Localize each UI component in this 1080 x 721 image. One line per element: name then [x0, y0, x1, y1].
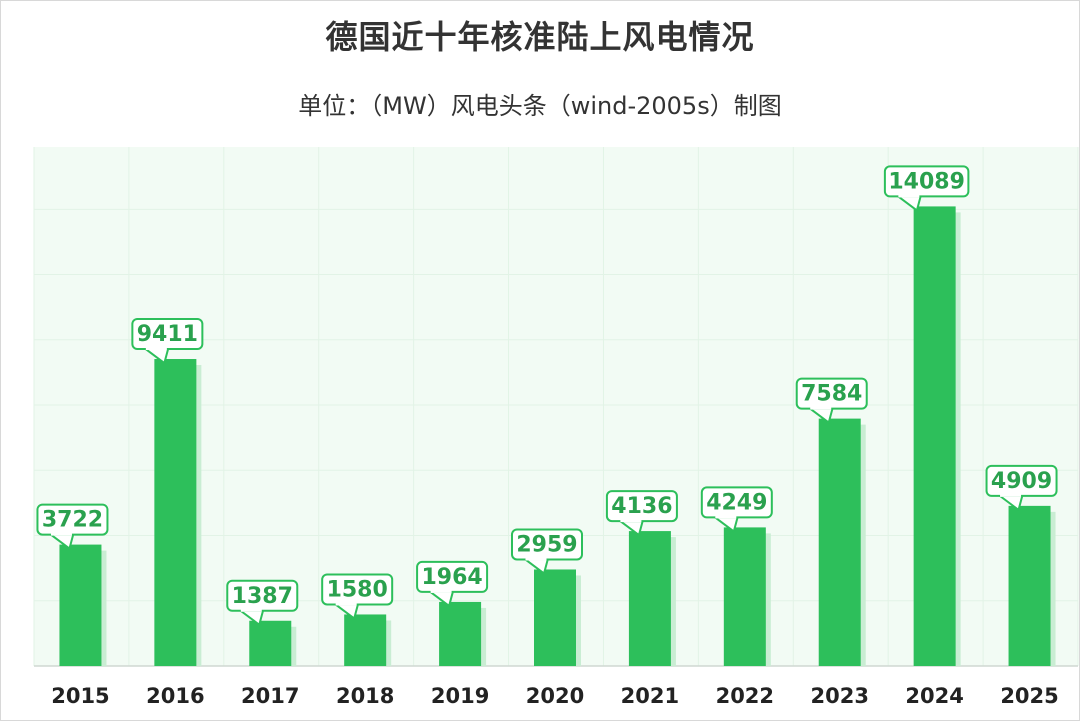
x-tick-label: 2019 [431, 684, 489, 708]
bar [154, 359, 197, 666]
value-callout: 14089 [883, 165, 970, 212]
chart-subtitle: 单位：（MW）风电头条（wind-2005s）制图 [298, 92, 782, 120]
callout-seam [50, 531, 72, 536]
chart-title: 德国近十年核准陆上风电情况 [325, 18, 755, 56]
callout-seam [240, 607, 262, 612]
value-callout: 2959 [511, 528, 583, 575]
value-callout: 4909 [985, 464, 1058, 511]
data-label: 4909 [991, 469, 1052, 494]
value-callout: 1964 [416, 560, 489, 607]
data-label: 4249 [706, 490, 767, 515]
bar [344, 614, 387, 666]
callout-seam [335, 601, 357, 606]
bars-group [59, 206, 1056, 667]
callout-seam [145, 346, 167, 351]
value-callout: 7584 [795, 377, 868, 424]
data-label: 1387 [232, 584, 293, 609]
x-tick-label: 2015 [51, 684, 109, 708]
callout-seam [620, 518, 642, 523]
value-labels: 3722 9411 1387 1580 1964 2959 4136 4249 7584 1408… [36, 165, 1058, 626]
bar [1008, 505, 1051, 666]
bar [723, 527, 766, 666]
data-label: 2959 [516, 532, 577, 557]
data-label: 3722 [42, 508, 103, 533]
callout-box [511, 528, 583, 561]
value-callout: 1387 [226, 579, 299, 626]
data-label: 9411 [137, 322, 198, 347]
x-tick-label: 2025 [1000, 684, 1058, 708]
bar [59, 544, 102, 666]
x-tick-label: 2018 [336, 684, 394, 708]
callout-seam [525, 556, 547, 561]
callout-seam [430, 588, 452, 593]
callout-seam [898, 193, 920, 198]
x-tick-label: 2022 [716, 684, 774, 708]
callout-box [985, 464, 1058, 497]
data-label: 14089 [888, 169, 965, 194]
bar [439, 601, 482, 666]
value-callout: 3722 [36, 503, 109, 550]
x-tick-label: 2023 [811, 684, 869, 708]
x-tick-label: 2021 [621, 684, 679, 708]
value-callout: 4136 [605, 490, 678, 537]
x-axis-labels: 2015 2016 2017 2018 2019 2020 2021 2022 2023 2024… [51, 684, 1059, 708]
bar [628, 531, 671, 666]
callout-box [131, 318, 204, 351]
data-label: 1964 [421, 565, 482, 590]
callout-box [36, 503, 109, 536]
callout-seam [1000, 492, 1022, 497]
data-label: 7584 [801, 382, 862, 407]
bar [249, 620, 292, 666]
callout-box [416, 560, 489, 593]
x-tick-label: 2020 [526, 684, 584, 708]
callout-box [226, 579, 299, 612]
value-callout: 9411 [131, 318, 204, 365]
callout-box [700, 486, 773, 519]
callout-box [795, 377, 868, 410]
bar [818, 418, 861, 666]
x-tick-label: 2016 [146, 684, 204, 708]
callout-seam [715, 514, 737, 519]
callout-seam [810, 405, 832, 410]
bar [913, 206, 956, 667]
data-label: 4136 [611, 494, 672, 519]
callout-box [321, 573, 394, 606]
x-tick-label: 2024 [905, 684, 963, 708]
bar [534, 569, 576, 666]
data-label: 1580 [327, 577, 388, 602]
callout-box [883, 165, 970, 198]
value-callout: 1580 [321, 573, 394, 620]
x-tick-label: 2017 [241, 684, 299, 708]
callout-box [605, 490, 678, 523]
value-callout: 4249 [700, 486, 773, 533]
